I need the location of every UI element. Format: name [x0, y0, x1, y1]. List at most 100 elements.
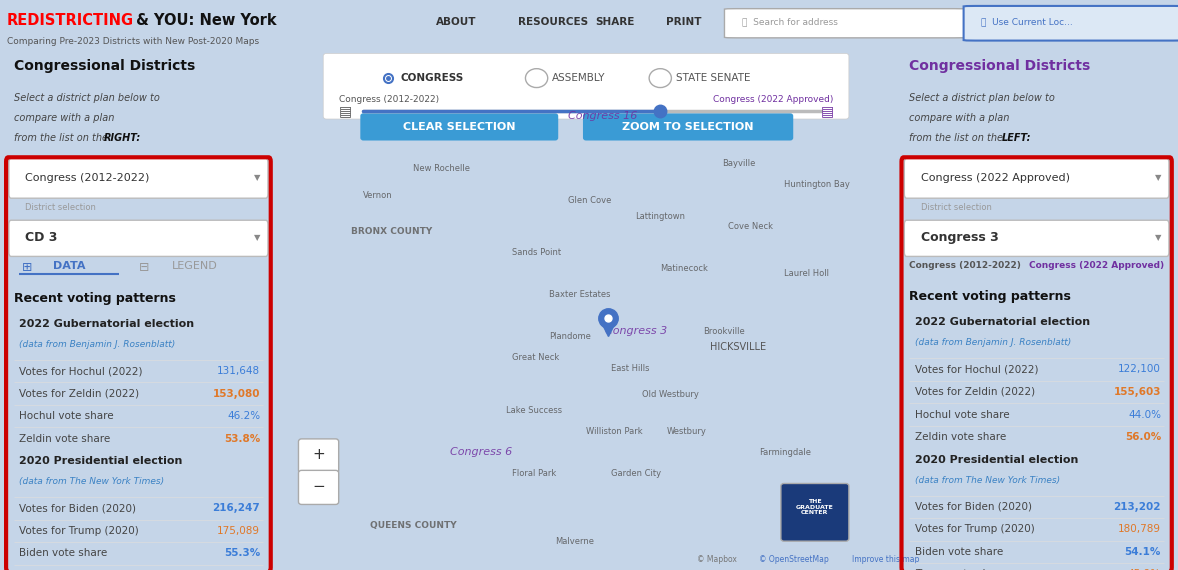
- Text: Votes for Biden (2020): Votes for Biden (2020): [915, 502, 1032, 512]
- Text: from the list on the: from the list on the: [14, 133, 111, 142]
- Text: Improve this map: Improve this map: [852, 555, 919, 564]
- Text: ▼: ▼: [253, 233, 260, 242]
- Text: & YOU: New York: & YOU: New York: [131, 13, 277, 28]
- Text: 54.1%: 54.1%: [1125, 547, 1162, 557]
- FancyBboxPatch shape: [298, 439, 339, 473]
- Text: 175,089: 175,089: [217, 526, 260, 536]
- Text: Votes for Hochul (2022): Votes for Hochul (2022): [19, 366, 143, 376]
- Text: CLEAR SELECTION: CLEAR SELECTION: [403, 122, 516, 132]
- Text: Williston Park: Williston Park: [587, 427, 643, 435]
- Text: BRONX COUNTY: BRONX COUNTY: [351, 227, 432, 237]
- Text: Votes for Biden (2020): Votes for Biden (2020): [19, 503, 137, 514]
- Text: +: +: [312, 447, 325, 462]
- Text: © OpenStreetMap: © OpenStreetMap: [759, 555, 829, 564]
- Text: Congress (2022 Approved): Congress (2022 Approved): [921, 173, 1070, 183]
- Text: Select a district plan below to: Select a district plan below to: [14, 93, 160, 103]
- Text: Comparing Pre-2023 Districts with New Post-2020 Maps: Comparing Pre-2023 Districts with New Po…: [7, 38, 259, 46]
- Text: Malverne: Malverne: [555, 537, 594, 546]
- FancyBboxPatch shape: [905, 220, 1169, 256]
- Text: 44.0%: 44.0%: [1129, 409, 1162, 420]
- Text: Recent voting patterns: Recent voting patterns: [909, 290, 1071, 303]
- Text: Farmingdale: Farmingdale: [759, 447, 812, 457]
- Text: 216,247: 216,247: [212, 503, 260, 514]
- Text: (data from The New York Times): (data from The New York Times): [19, 477, 165, 486]
- Text: QUEENS COUNTY: QUEENS COUNTY: [370, 521, 456, 530]
- Text: Sands Point: Sands Point: [511, 249, 561, 258]
- Text: 53.8%: 53.8%: [224, 434, 260, 443]
- Text: compare with a plan: compare with a plan: [14, 113, 114, 123]
- Text: Votes for Hochul (2022): Votes for Hochul (2022): [915, 364, 1039, 374]
- Text: 🔍  Search for address: 🔍 Search for address: [742, 18, 838, 26]
- Text: Bayville: Bayville: [722, 159, 755, 168]
- Text: ZOOM TO SELECTION: ZOOM TO SELECTION: [622, 122, 754, 132]
- Text: 153,080: 153,080: [213, 389, 260, 398]
- Text: DATA: DATA: [53, 261, 85, 271]
- Text: RIGHT:: RIGHT:: [104, 133, 141, 142]
- Text: 2020 Presidential election: 2020 Presidential election: [915, 455, 1078, 465]
- FancyBboxPatch shape: [905, 158, 1169, 198]
- Text: 180,789: 180,789: [1118, 524, 1162, 535]
- Text: Congress 16: Congress 16: [568, 111, 637, 121]
- FancyBboxPatch shape: [9, 220, 267, 256]
- Text: Recent voting patterns: Recent voting patterns: [14, 291, 176, 304]
- Text: District selection: District selection: [25, 203, 95, 213]
- Text: 155,603: 155,603: [1113, 387, 1162, 397]
- Text: Great Neck: Great Neck: [511, 353, 560, 363]
- Text: from the list on the: from the list on the: [909, 133, 1006, 142]
- Text: Baxter Estates: Baxter Estates: [549, 290, 610, 299]
- Text: Floral Park: Floral Park: [511, 469, 556, 478]
- Text: Votes for Trump (2020): Votes for Trump (2020): [19, 526, 139, 536]
- Text: ASSEMBLY: ASSEMBLY: [552, 73, 605, 83]
- Text: 131,648: 131,648: [217, 366, 260, 376]
- Text: ⦿  Use Current Loc...: ⦿ Use Current Loc...: [981, 18, 1073, 26]
- Text: Hochul vote share: Hochul vote share: [915, 409, 1010, 420]
- Text: Huntington Bay: Huntington Bay: [785, 180, 849, 189]
- Text: Biden vote share: Biden vote share: [19, 548, 107, 559]
- Text: Select a district plan below to: Select a district plan below to: [909, 93, 1055, 103]
- Text: THE
GRADUATE
CENTER: THE GRADUATE CENTER: [796, 499, 834, 515]
- Text: Congressional Districts: Congressional Districts: [909, 59, 1091, 73]
- Text: (data from The New York Times): (data from The New York Times): [915, 475, 1060, 484]
- Text: LEGEND: LEGEND: [172, 261, 218, 271]
- Text: Votes for Trump (2020): Votes for Trump (2020): [915, 524, 1034, 535]
- Text: Congress 6: Congress 6: [450, 447, 512, 457]
- Text: RESOURCES: RESOURCES: [518, 17, 589, 27]
- Text: Congress (2012-2022): Congress (2012-2022): [25, 173, 150, 183]
- FancyBboxPatch shape: [360, 113, 558, 141]
- Text: ⊟: ⊟: [139, 261, 148, 274]
- Text: Congress (2012-2022): Congress (2012-2022): [909, 261, 1021, 270]
- Text: (data from Benjamin J. Rosenblatt): (data from Benjamin J. Rosenblatt): [19, 340, 176, 349]
- Text: Brookville: Brookville: [703, 327, 746, 336]
- Text: SHARE: SHARE: [595, 17, 634, 27]
- FancyBboxPatch shape: [583, 113, 793, 141]
- Text: Glen Cove: Glen Cove: [568, 196, 611, 205]
- Text: Cove Neck: Cove Neck: [728, 222, 773, 231]
- Text: ▼: ▼: [253, 173, 260, 182]
- Text: ▼: ▼: [1154, 173, 1162, 182]
- Text: 55.3%: 55.3%: [224, 548, 260, 559]
- Text: Vernon: Vernon: [363, 191, 393, 200]
- Text: Westbury: Westbury: [667, 427, 707, 435]
- Text: Votes for Zeldin (2022): Votes for Zeldin (2022): [19, 389, 139, 398]
- Text: ▼: ▼: [1154, 233, 1162, 242]
- Text: CD 3: CD 3: [25, 231, 58, 244]
- Text: © Mapbox: © Mapbox: [697, 555, 737, 564]
- Text: Votes for Zeldin (2022): Votes for Zeldin (2022): [915, 387, 1035, 397]
- Text: 46.2%: 46.2%: [227, 411, 260, 421]
- FancyBboxPatch shape: [323, 54, 849, 119]
- Text: Lake Success: Lake Success: [505, 406, 562, 415]
- Text: Laurel Holl: Laurel Holl: [785, 270, 829, 278]
- FancyBboxPatch shape: [298, 470, 339, 504]
- Text: PRINT: PRINT: [666, 17, 701, 27]
- Text: Hochul vote share: Hochul vote share: [19, 411, 114, 421]
- Text: 2022 Gubernatorial election: 2022 Gubernatorial election: [915, 317, 1090, 327]
- Text: 2022 Gubernatorial election: 2022 Gubernatorial election: [19, 319, 194, 329]
- Text: ⊞: ⊞: [22, 261, 33, 274]
- Text: Garden City: Garden City: [610, 469, 661, 478]
- Text: New Rochelle: New Rochelle: [412, 165, 470, 173]
- Text: Congress (2022 Approved): Congress (2022 Approved): [713, 95, 833, 104]
- Text: ▤: ▤: [821, 104, 834, 118]
- Text: Congress (2012-2022): Congress (2012-2022): [339, 95, 438, 104]
- Text: STATE SENATE: STATE SENATE: [676, 73, 750, 83]
- Text: Congress (2022 Approved): Congress (2022 Approved): [1028, 261, 1164, 270]
